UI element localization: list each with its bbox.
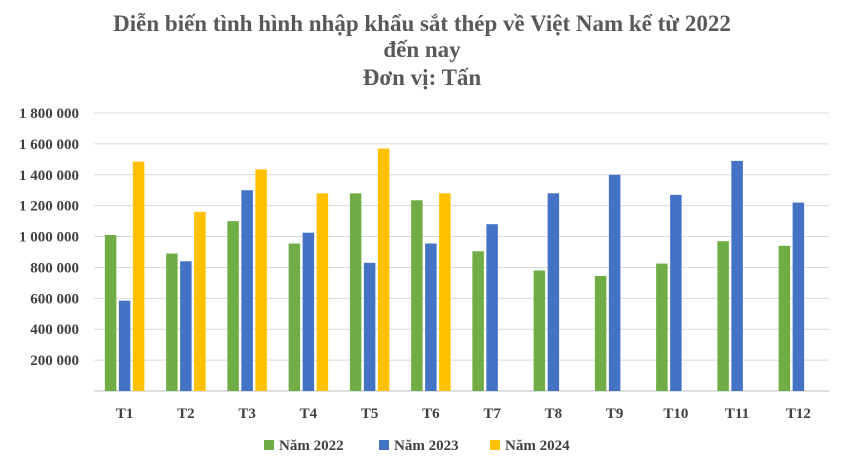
bar-t5-series-3 (377, 148, 390, 391)
chart-title-line-1: Diễn biến tình hình nhập khẩu sắt thép v… (113, 11, 731, 36)
bar-t9-series-2 (608, 174, 621, 391)
bar-t4-series-1 (288, 243, 301, 391)
x-tick-label: T10 (663, 406, 688, 422)
chart-title: Diễn biến tình hình nhập khẩu sắt thép v… (113, 11, 731, 90)
x-tick-label: T11 (725, 406, 749, 422)
x-tick-label: T5 (361, 406, 379, 422)
bar-t5-series-2 (363, 262, 376, 391)
bar-t4-series-3 (316, 193, 329, 391)
x-axis-ticks: T1 T2 T3 T4 T5 T6 T7 T8 T9 T10 T11 T12 (116, 406, 811, 422)
y-tick-label: 1 600 000 (19, 137, 79, 153)
bar-t3-series-2 (241, 190, 253, 391)
bar-t1-series-1 (104, 235, 117, 391)
chart-title-line-2: đến nay (383, 37, 461, 62)
bar-t7-series-1 (472, 251, 484, 391)
legend-label: Năm 2022 (279, 438, 344, 454)
bar-t1-series-2 (118, 300, 131, 391)
bar-t12-series-2 (792, 202, 805, 391)
legend-swatch (490, 440, 500, 450)
chart-title-line-3: Đơn vị: Tấn (363, 65, 482, 90)
bar-t10-series-2 (670, 194, 682, 391)
bar-t4-series-2 (302, 232, 315, 391)
y-tick-label: 200 000 (30, 353, 79, 369)
bar-t8-series-2 (547, 193, 560, 391)
x-tick-label: T6 (422, 406, 440, 422)
y-tick-label: 1 200 000 (19, 199, 79, 215)
y-tick-label: 1 800 000 (19, 106, 79, 122)
bars (104, 148, 805, 391)
gridlines (94, 112, 829, 392)
x-tick-label: T8 (545, 406, 563, 422)
bar-t12-series-1 (778, 245, 791, 391)
bar-t11-series-1 (717, 241, 729, 391)
bar-t3-series-1 (227, 221, 239, 391)
bar-t2-series-1 (166, 253, 178, 391)
legend-label: Năm 2024 (505, 438, 570, 454)
bar-t10-series-1 (656, 263, 668, 391)
bar-t6-series-3 (439, 193, 451, 391)
x-tick-label: T9 (606, 406, 624, 422)
bar-t6-series-1 (411, 200, 423, 391)
x-tick-label: T1 (116, 406, 134, 422)
bar-t8-series-1 (533, 270, 546, 391)
y-tick-label: 800 000 (30, 260, 79, 276)
bar-t11-series-2 (731, 160, 743, 391)
y-tick-label: 400 000 (30, 322, 79, 338)
y-axis-ticks: 200 000 400 000 600 000 800 000 1 000 000 1 2… (19, 106, 79, 369)
legend-swatch (379, 440, 389, 450)
x-tick-label: T4 (300, 406, 318, 422)
bar-t2-series-2 (180, 261, 192, 391)
x-tick-label: T12 (786, 406, 811, 422)
bar-t1-series-3 (132, 161, 145, 391)
legend-label: Năm 2023 (394, 438, 459, 454)
bar-t9-series-1 (594, 275, 607, 391)
bar-t3-series-3 (255, 169, 267, 391)
x-tick-label: T3 (238, 406, 256, 422)
x-tick-label: T2 (177, 406, 195, 422)
y-tick-label: 600 000 (30, 291, 79, 307)
bar-t2-series-3 (194, 211, 206, 391)
legend-swatch (264, 440, 274, 450)
y-tick-label: 1 000 000 (19, 230, 79, 246)
y-tick-label: 1 400 000 (19, 168, 79, 184)
legend: Năm 2022 Năm 2023 Năm 2024 (264, 438, 570, 454)
bar-t6-series-2 (425, 243, 437, 391)
bar-t5-series-1 (349, 193, 362, 391)
bar-t7-series-2 (486, 224, 498, 391)
x-tick-label: T7 (483, 406, 501, 422)
